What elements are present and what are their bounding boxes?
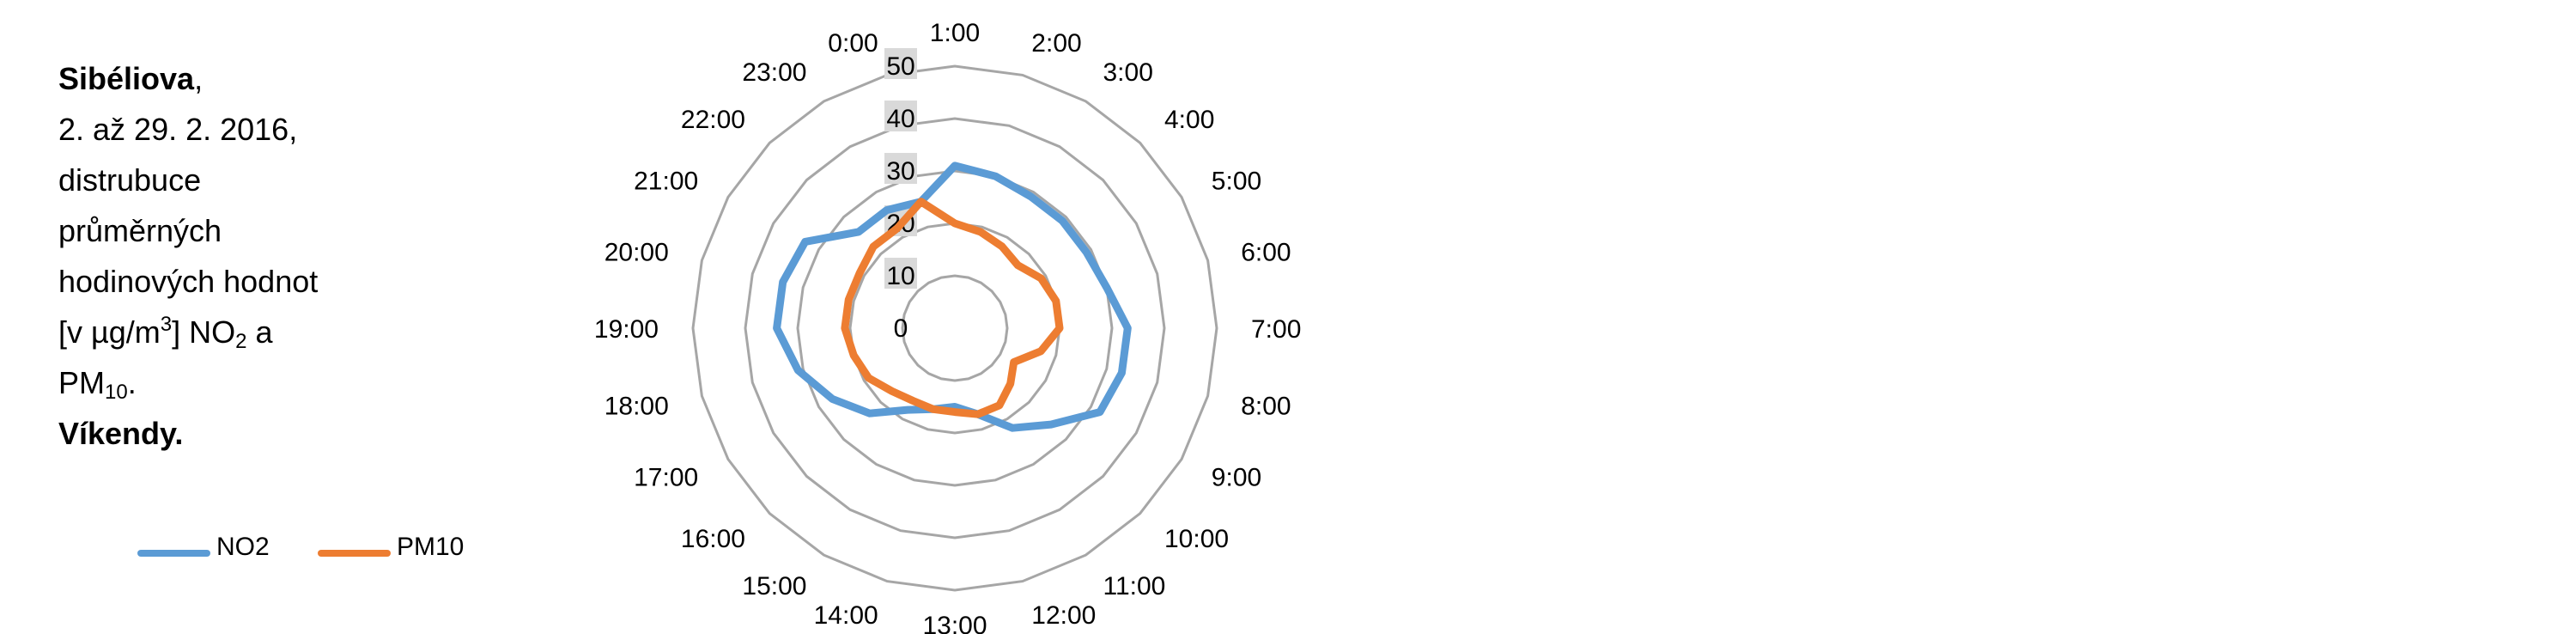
category-label-16-00: 16:00 [681,525,745,553]
station-suffix: , [194,61,204,96]
category-label-8-00: 8:00 [1241,392,1291,420]
grid-ring-40 [744,117,1166,540]
category-label-15-00: 15:00 [742,572,806,600]
grid-ring-30 [796,169,1114,487]
caption-line-3: distrubuce [58,162,202,198]
series-line-pm10 [841,198,1064,418]
category-label-20-00: 20:00 [605,239,669,267]
caption-line-units: [v µg/m3] NO2 a [58,307,505,357]
grid-ring-20 [848,222,1061,435]
tick-label-40: 40 [886,105,914,133]
category-label-12-00: 12:00 [1031,601,1096,630]
series-lines [773,162,1132,432]
category-label-5-00: 5:00 [1212,168,1261,196]
category-label-10-00: 10:00 [1164,525,1229,553]
caption-line-station: Sibéliova, [58,53,505,104]
caption-line-4: průměrných [58,213,222,248]
caption-line-5: hodinových hodnot [58,264,319,299]
category-label-23-00: 23:00 [742,58,806,87]
category-label-21-00: 21:00 [634,168,698,196]
category-label-7-00: 7:00 [1251,315,1301,344]
legend-swatch-no2 [137,550,210,557]
tick-label-50: 50 [886,52,914,81]
category-label-14-00: 14:00 [814,601,878,630]
series-line-no2 [773,162,1132,432]
units-sup: 3 [160,313,173,336]
tick-label-bg-50 [884,48,917,79]
caption-line-period: 2. až 29. 2. 2016, [58,112,298,147]
category-label-6-00: 6:00 [1241,239,1291,267]
caption-line-pm: PM10. [58,357,505,408]
weekends-label: Víkendy. [58,416,184,451]
units-b: ] NO [172,314,236,350]
category-label-18-00: 18:00 [605,392,669,420]
tick-label-10: 10 [886,262,914,290]
tick-label-30: 30 [886,157,914,186]
units-c: a [246,314,273,350]
category-label-13-00: 13:00 [922,612,987,634]
category-label-22-00: 22:00 [681,106,745,134]
category-label-1-00: 1:00 [930,19,980,47]
legend-label-pm10: PM10 [397,533,465,561]
category-label-11-00: 11:00 [1103,572,1166,600]
pm-a: PM [58,365,105,400]
category-label-2-00: 2:00 [1031,29,1081,58]
legend-swatch-pm10 [318,550,391,557]
category-label-0-00: 0:00 [828,29,878,58]
grid-ring-50 [691,64,1218,592]
category-label-3-00: 3:00 [1103,58,1153,87]
pm-sub: 10 [105,381,128,404]
category-label-19-00: 19:00 [594,315,659,344]
caption-line-weekends: Víkendy. [58,408,505,459]
category-label-4-00: 4:00 [1164,106,1214,134]
category-label-17-00: 17:00 [634,464,698,492]
units-sub: 2 [235,330,247,353]
tick-label-0: 0 [894,314,908,343]
category-labels: 0:00 1:00 2:00 3:00 4:00 5:00 6:00 7:00 8:00 9:00… [594,19,1301,634]
category-label-9-00: 9:00 [1212,464,1261,492]
units-a: [v µg/m [58,314,161,350]
station-name: Sibéliova [58,61,195,96]
tick-label-bg-30 [884,153,917,184]
tick-label-bg-10 [884,258,917,289]
legend-label-no2: NO2 [216,533,270,561]
chart-caption: Sibéliova, 2. až 29. 2. 2016, distrubuce… [58,53,505,459]
pm-c: . [127,365,137,400]
grid-ring-10 [901,274,1009,382]
tick-label-bg-40 [884,101,917,131]
radar-grid [691,64,1218,592]
